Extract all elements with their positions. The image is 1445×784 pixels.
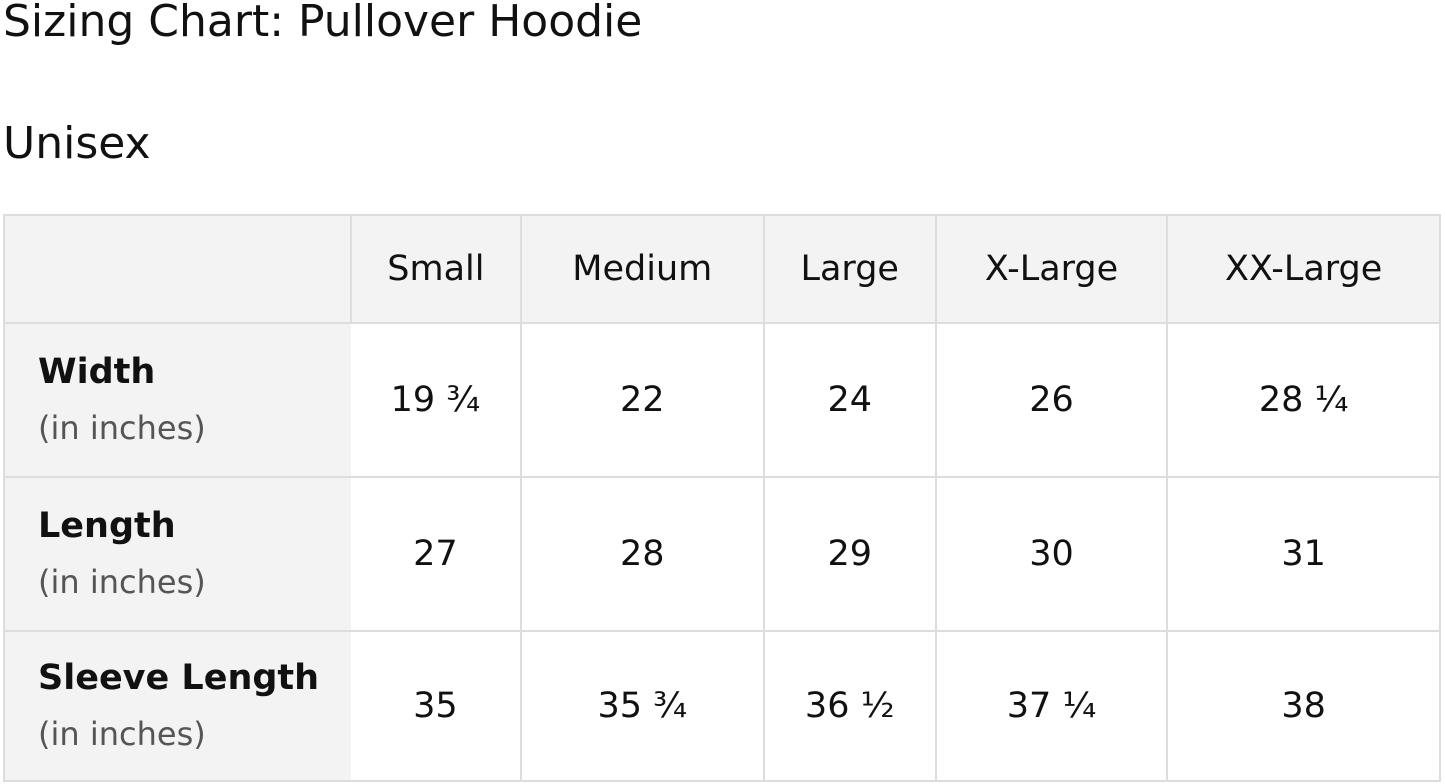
- table-header-row: Small Medium Large X-Large XX-Large: [3, 214, 1441, 324]
- row-label-unit: (in inches): [38, 409, 206, 447]
- row-label: Width (in inches): [3, 322, 351, 478]
- size-value-cell: 31: [1166, 476, 1441, 632]
- table-row: Sleeve Length (in inches) 35 35 ¾ 36 ½ 37 ¼ 38: [3, 630, 1441, 782]
- size-value-cell: 27: [351, 476, 522, 632]
- row-label: Sleeve Length (in inches): [3, 630, 351, 782]
- size-value-cell: 19 ¾: [351, 322, 522, 478]
- row-label-name: Length: [38, 506, 176, 546]
- table-row: Length (in inches) 27 28 29 30 31: [3, 476, 1441, 632]
- row-label-unit: (in inches): [38, 715, 206, 753]
- size-value-cell: 35: [351, 630, 522, 782]
- header-x-large: X-Large: [934, 214, 1169, 324]
- sizing-table: Small Medium Large X-Large XX-Large Widt…: [3, 214, 1441, 782]
- table-row: Width (in inches) 19 ¾ 22 24 26 28 ¼: [3, 322, 1441, 478]
- header-corner: [3, 214, 351, 324]
- header-xx-large: XX-Large: [1166, 214, 1441, 324]
- size-value-cell: 26: [934, 322, 1169, 478]
- row-label-name: Width: [38, 352, 156, 392]
- size-value-cell: 22: [519, 322, 765, 478]
- size-value-cell: 36 ½: [762, 630, 937, 782]
- page-title: Sizing Chart: Pullover Hoodie: [3, 0, 643, 47]
- size-value-cell: 30: [934, 476, 1169, 632]
- row-label: Length (in inches): [3, 476, 351, 632]
- size-value-cell: 37 ¼: [934, 630, 1169, 782]
- header-small: Small: [350, 214, 522, 324]
- size-value-cell: 28 ¼: [1166, 322, 1441, 478]
- header-large: Large: [762, 214, 937, 324]
- size-value-cell: 35 ¾: [519, 630, 765, 782]
- row-label-unit: (in inches): [38, 563, 206, 601]
- size-value-cell: 29: [762, 476, 937, 632]
- size-value-cell: 28: [519, 476, 765, 632]
- section-subtitle: Unisex: [3, 118, 151, 169]
- row-label-name: Sleeve Length: [38, 658, 320, 698]
- size-value-cell: 24: [762, 322, 937, 478]
- size-value-cell: 38: [1166, 630, 1441, 782]
- header-medium: Medium: [519, 214, 765, 324]
